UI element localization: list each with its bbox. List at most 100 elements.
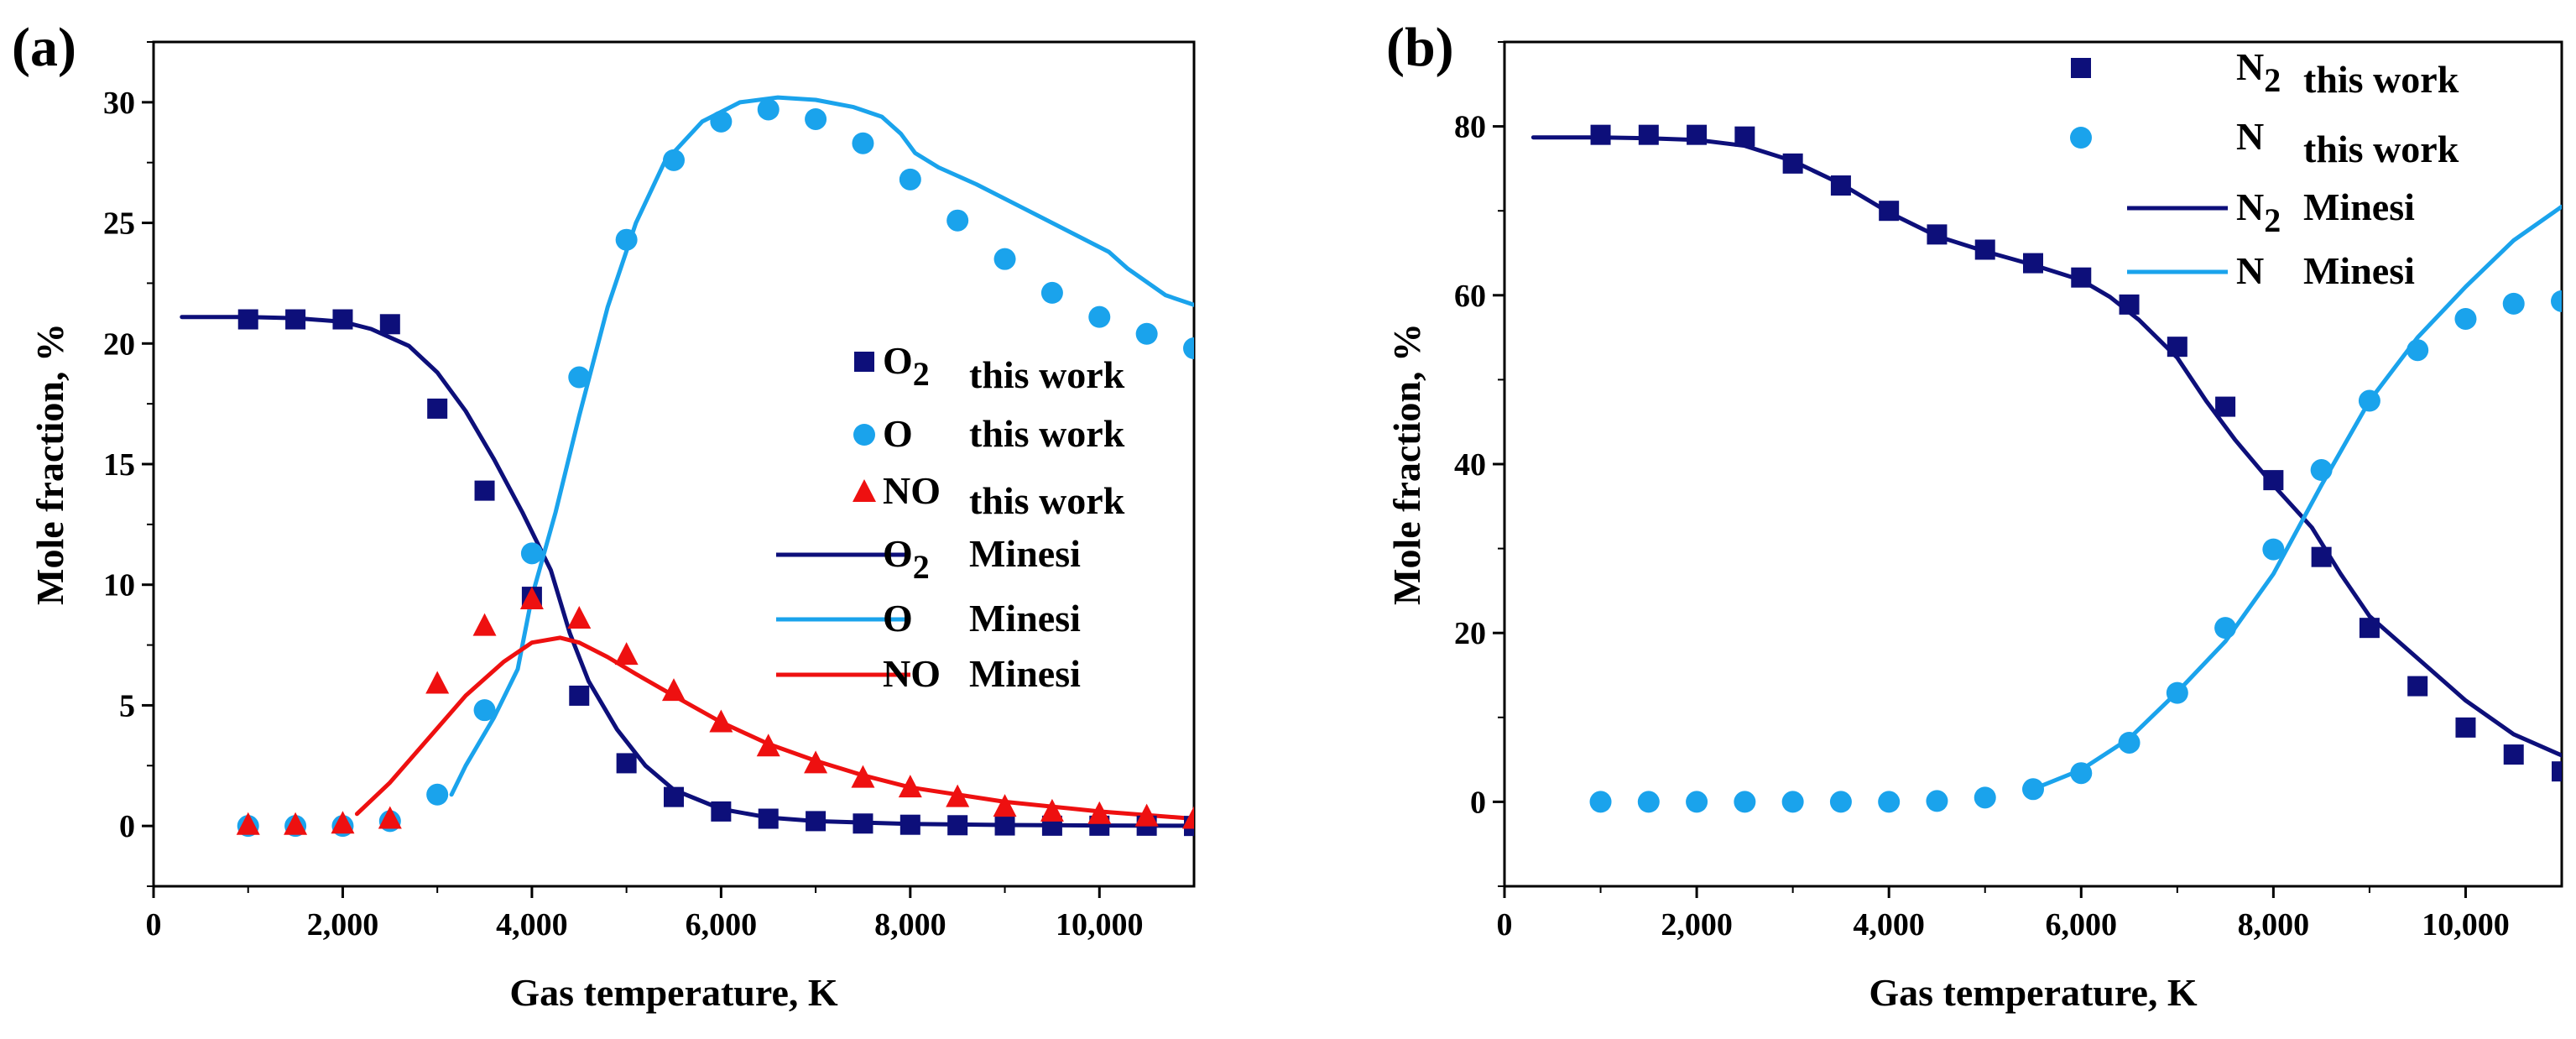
o-this-work-point	[568, 366, 591, 389]
o-this-work-point	[426, 783, 449, 806]
legend-source: this work	[969, 479, 1125, 522]
plot-area	[180, 95, 1194, 838]
no-this-work-point	[1087, 801, 1112, 824]
n2-this-work-point	[2119, 294, 2140, 315]
legend-species: N2	[2236, 185, 2281, 239]
no-this-work-point	[1134, 803, 1159, 827]
n-this-work-point	[2022, 778, 2044, 801]
x-tick-label: 8,000	[874, 907, 946, 942]
no-this-work-point	[804, 750, 828, 774]
legend-entry-o-minesi: O Minesi	[776, 597, 1081, 640]
x-axis-title: Gas temperature, K	[509, 971, 838, 1014]
n-this-work-point	[2070, 762, 2093, 785]
legend-species: O	[883, 597, 913, 640]
legend-species-name: N	[2236, 185, 2264, 228]
y-tick-label: 0	[119, 809, 135, 844]
o2-this-work-point	[332, 309, 353, 330]
legend-species: NO	[883, 469, 941, 512]
n2-this-work-point	[2552, 761, 2562, 782]
n2-this-work-point	[1734, 126, 1755, 147]
n2-this-work-point	[2311, 546, 2332, 567]
legend-symbol	[2070, 127, 2092, 149]
o2-this-work-point	[379, 314, 400, 335]
legend-entry-n-minesi: N Minesi	[2127, 249, 2415, 292]
legend-species-name: O	[883, 412, 913, 455]
y-tick-label: 0	[1470, 785, 1486, 820]
y-tick-label: 60	[1454, 279, 1486, 314]
no-this-work-point	[236, 812, 260, 835]
legend-source: Minesi	[969, 597, 1081, 640]
o2-this-work-point	[474, 480, 495, 501]
o2-this-work-point	[664, 786, 684, 807]
n-minesi-line	[2031, 204, 2562, 791]
n-this-work-point	[2166, 681, 2188, 704]
o2-this-work-point	[427, 398, 448, 419]
y-tick-label: 80	[1454, 110, 1486, 145]
legend-species-subscript: 2	[913, 355, 930, 393]
no-this-work-point	[519, 586, 544, 609]
x-tick-label: 8,000	[2238, 907, 2310, 942]
no-this-work-point	[993, 794, 1017, 817]
n-this-work-point	[1781, 791, 1804, 813]
legend-species-name: NO	[883, 469, 941, 512]
n2-this-work-point	[1782, 153, 1803, 174]
legend-entry-o2-minesi: O2 Minesi	[776, 532, 1081, 586]
legend-entry-o2-this-work: O2 this work	[854, 339, 1125, 396]
n-this-work-point	[1637, 791, 1660, 813]
x-tick-label: 10,000	[1056, 907, 1144, 942]
legend-symbol	[853, 424, 875, 446]
y-tick-label: 10	[103, 568, 135, 603]
no-this-work-point	[709, 709, 733, 733]
o-this-work-point	[993, 248, 1016, 270]
n-this-work-point	[1686, 791, 1708, 813]
o2-this-work-point	[806, 811, 827, 832]
o-this-work-point	[1040, 281, 1063, 304]
legend-species: N	[2236, 249, 2264, 292]
no-this-work-point	[851, 765, 875, 788]
no-this-work-point	[331, 811, 355, 834]
legend-source: this work	[969, 353, 1125, 396]
n-this-work-point	[2262, 538, 2285, 561]
n2-this-work-point	[2503, 744, 2524, 765]
no-this-work-point	[378, 806, 402, 829]
o-this-work-point	[663, 149, 685, 171]
legend-entry-no-this-work: NO this work	[853, 469, 1125, 522]
legend-source: this work	[2303, 58, 2459, 101]
legend-species-name: NO	[883, 652, 941, 695]
n2-this-work-point	[2071, 267, 2092, 288]
n-this-work-point	[1589, 791, 1612, 813]
legend-source: Minesi	[969, 652, 1081, 695]
no-this-work-point	[472, 613, 497, 636]
o-this-work-point	[1088, 305, 1111, 328]
y-tick-label: 30	[103, 86, 135, 121]
no-this-work-point	[614, 642, 639, 666]
n2-this-work-point	[1687, 124, 1708, 145]
legend-source: this work	[2303, 128, 2459, 170]
o-this-work-point	[615, 228, 638, 251]
o2-this-work-point	[900, 814, 920, 835]
x-axis-title: Gas temperature, K	[1869, 971, 2198, 1014]
n2-minesi-line	[1530, 135, 2562, 758]
n2-this-work-point	[2167, 337, 2188, 358]
x-tick-label: 2,000	[307, 907, 379, 942]
n2-this-work-point	[1830, 175, 1851, 196]
legend-species-subscript: 2	[2264, 61, 2281, 99]
y-tick-label: 5	[119, 688, 135, 723]
legend-species: NO	[883, 652, 941, 695]
y-tick-label: 20	[1454, 616, 1486, 651]
y-axis-title: Mole fraction, %	[29, 323, 71, 605]
legend-species-subscript: 2	[913, 548, 930, 586]
panel-b: (b) 0 2,000 4,000 6,000 8,000 10,000 0 20 40 60 80 G…	[1385, 17, 2563, 1014]
no-this-work-point	[1040, 798, 1064, 822]
y-tick-label: 25	[103, 206, 135, 242]
legend-species-name: N	[2236, 115, 2264, 158]
x-tick-label: 6,000	[686, 907, 758, 942]
o2-this-work-point	[711, 801, 732, 822]
legend-species: O2	[883, 339, 930, 393]
o-minesi-line	[449, 95, 1194, 797]
x-tick-label: 0	[1497, 907, 1513, 942]
